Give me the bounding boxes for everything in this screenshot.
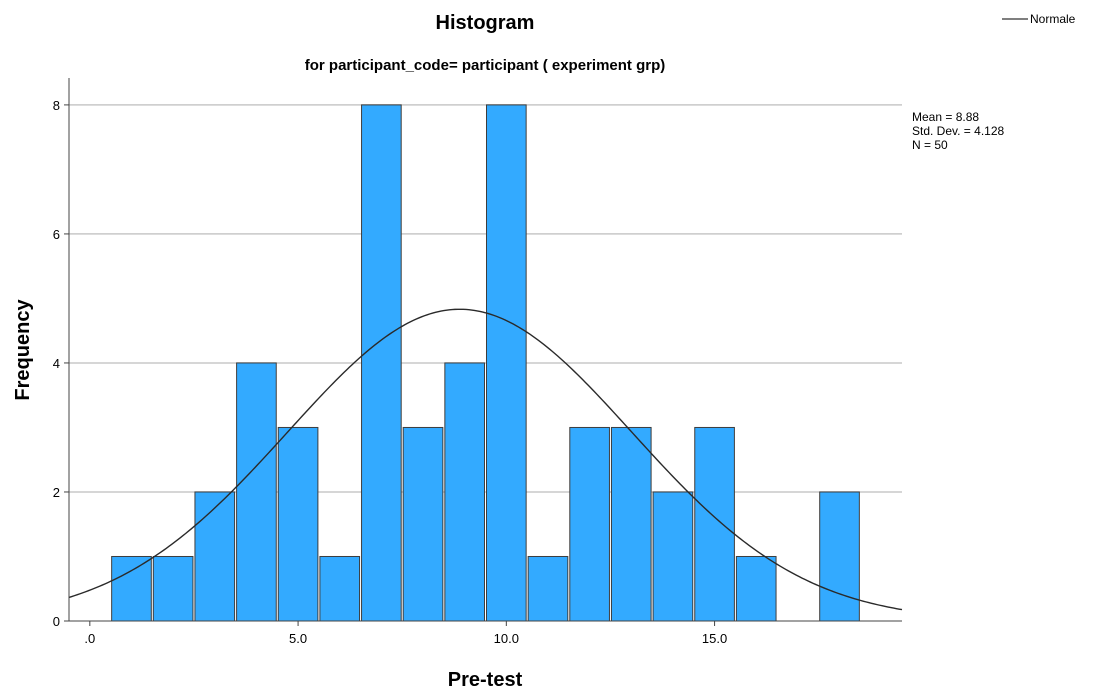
y-tick-label-0: 0: [53, 614, 60, 629]
y-axis-label: Frequency: [12, 299, 34, 401]
histogram-bar-16: [735, 555, 777, 622]
histogram-bar-18: [819, 491, 860, 622]
y-tick-label-6: 6: [53, 227, 60, 242]
x-tick-label-0: .0: [84, 631, 95, 646]
chart-subtitle: for participant_code= participant ( expe…: [305, 57, 665, 74]
histogram-bar-7: [361, 104, 402, 622]
grid-lines: [69, 104, 902, 493]
histogram-bar-11: [527, 555, 569, 622]
axes: [64, 78, 902, 626]
x-tick-label-10: 10.0: [494, 631, 519, 646]
chart-title: Histogram: [436, 12, 535, 34]
x-tick-label-15: 15.0: [702, 631, 727, 646]
histogram-bar-1: [111, 555, 152, 622]
histogram-bar-13: [610, 426, 652, 622]
histogram-bar-4: [236, 362, 277, 622]
y-tick-label-4: 4: [53, 356, 60, 371]
histogram-bar-8: [402, 426, 444, 622]
legend-label-normale: Normale: [1030, 12, 1076, 26]
histogram-bar-5: [277, 426, 319, 622]
histogram-bar-14: [652, 491, 694, 622]
legend: Normale: [1002, 12, 1076, 26]
histogram-bar-6: [319, 555, 361, 622]
normal-curve-layer: [68, 308, 903, 611]
x-axis-label: Pre-test: [448, 669, 523, 691]
stats-box: Mean = 8.88 Std. Dev. = 4.128 N = 50: [912, 110, 1004, 152]
histogram-bar-15: [694, 426, 735, 622]
tick-labels: 0 2 4 6 8 .0 5.0 10.0 15.0: [53, 98, 727, 646]
histogram-bars: [111, 104, 860, 622]
stat-n: N = 50: [912, 138, 948, 152]
x-tick-label-5: 5.0: [289, 631, 307, 646]
y-tick-label-8: 8: [53, 98, 60, 113]
stat-mean: Mean = 8.88: [912, 110, 979, 124]
histogram-bar-12: [569, 426, 610, 622]
histogram-bar-3: [194, 491, 236, 622]
histogram-bar-2: [152, 555, 194, 622]
y-tick-label-2: 2: [53, 485, 60, 500]
histogram-bar-10: [486, 104, 527, 622]
stat-std-dev: Std. Dev. = 4.128: [912, 124, 1004, 138]
histogram-bar-9: [444, 362, 486, 622]
normal-curve: [68, 308, 903, 611]
